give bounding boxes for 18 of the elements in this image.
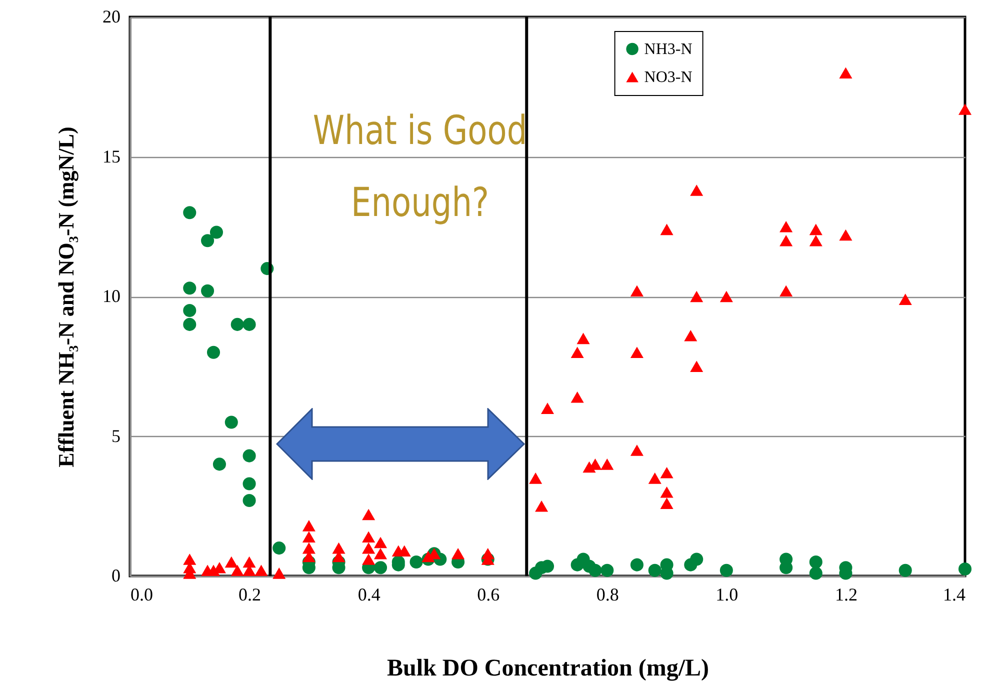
x-tick-label: 1.4 (943, 584, 966, 604)
x-tick-label: 1.2 (834, 584, 858, 604)
x-axis-title: Bulk DO Concentration (mg/L) (386, 656, 710, 682)
x-tick-label: 0.6 (477, 584, 500, 604)
y-axis-title: Effluent NH₃-N and NO₃-N (mgN/L) (54, 126, 78, 468)
y-tick-label: 10 (102, 286, 120, 306)
legend-label: NH3-N (644, 41, 693, 58)
y-tick-label: 20 (102, 6, 120, 26)
x-tick-label: 0.2 (238, 584, 262, 604)
x-tick-label: 0.8 (596, 584, 619, 604)
y-tick-label: 0 (112, 566, 120, 586)
annotation: What is Good Enough? (312, 107, 528, 228)
x-tick-label: 0.0 (130, 584, 153, 604)
y-tick-label: 5 (112, 426, 120, 446)
y-tick-label: 15 (102, 146, 120, 166)
legend-label: NO3-N (644, 69, 693, 86)
x-tick-label: 1.0 (716, 584, 738, 604)
x-tick-label: 0.4 (358, 584, 380, 604)
